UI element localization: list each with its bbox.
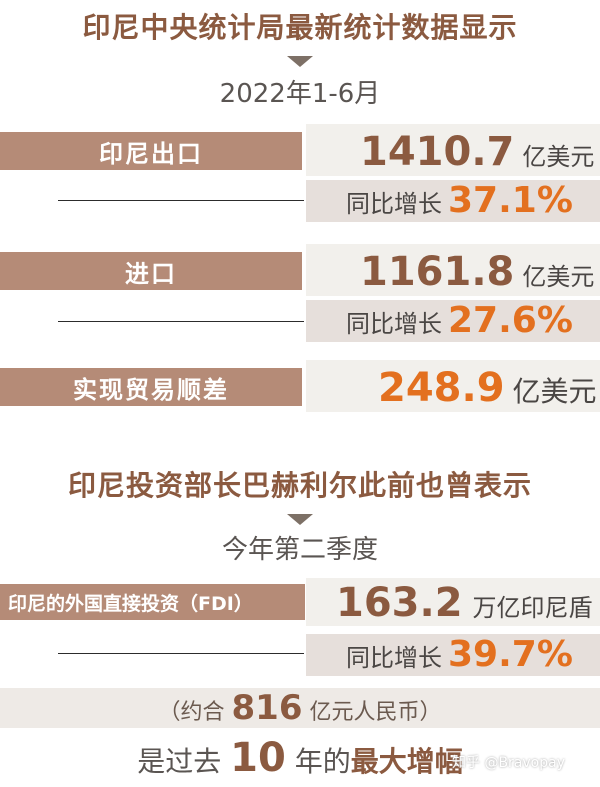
fdi-value: 163.2 <box>336 580 463 626</box>
import-growth-value: 27.6% <box>448 300 573 341</box>
divider-line <box>58 321 304 322</box>
divider-line <box>58 653 304 654</box>
export-growth-box: 同比增长 37.1% <box>306 180 600 222</box>
rmb-band <box>0 688 600 728</box>
fdi-growth-label: 同比增长 <box>346 644 442 672</box>
surplus-unit: 亿美元 <box>512 375 597 408</box>
export-value: 1410.7 <box>360 129 515 175</box>
import-label: 进口 <box>0 252 302 290</box>
import-growth-label: 同比增长 <box>346 310 442 338</box>
fdi-growth-box: 同比增长 39.7% <box>306 634 600 676</box>
import-value: 1161.8 <box>360 249 515 295</box>
last-prefix: 是过去 <box>137 745 222 778</box>
divider-line <box>58 200 304 201</box>
period-2022-h1: 2022年1-6月 <box>219 79 381 109</box>
export-label: 印尼出口 <box>0 132 302 170</box>
last-middle: 年的 <box>294 745 351 778</box>
down-triangle-icon <box>287 56 313 67</box>
last-value: 10 <box>230 735 286 781</box>
export-growth-value: 37.1% <box>448 180 573 221</box>
surplus-label: 实现贸易顺差 <box>0 368 302 406</box>
export-unit: 亿美元 <box>522 143 595 171</box>
period-q2: 今年第二季度 <box>221 535 378 565</box>
rmb-equivalent: （约合 816 亿元人民币） <box>0 688 600 733</box>
decade-highlight: 是过去 10 年的最大增幅 <box>0 736 600 784</box>
rmb-value: 816 <box>231 688 303 728</box>
fdi-unit: 万亿印尼盾 <box>472 594 593 622</box>
watermark: 知乎 @Bravopay <box>452 755 565 771</box>
import-value-box: 1161.8 亿美元 <box>306 244 600 296</box>
down-triangle-icon <box>287 514 313 525</box>
export-value-box: 1410.7 亿美元 <box>306 124 600 176</box>
export-growth-label: 同比增长 <box>346 190 442 218</box>
last-emphasis: 最大增幅 <box>350 745 463 778</box>
fdi-value-box: 163.2 万亿印尼盾 <box>306 578 600 626</box>
rmb-suffix: 亿元人民币） <box>309 700 442 725</box>
import-growth-box: 同比增长 27.6% <box>306 300 600 342</box>
fdi-label: 印尼的外国直接投资（FDI） <box>0 584 305 620</box>
surplus-value-box: 248.9 亿美元 <box>306 360 600 412</box>
fdi-growth-value: 39.7% <box>448 634 573 675</box>
surplus-value: 248.9 <box>378 365 505 411</box>
section-title-minister: 印尼投资部长巴赫利尔此前也曾表示 <box>67 469 532 502</box>
section-title-stats: 印尼中央统计局最新统计数据显示 <box>82 11 518 44</box>
import-unit: 亿美元 <box>522 263 595 291</box>
rmb-prefix: （约合 <box>158 700 225 725</box>
